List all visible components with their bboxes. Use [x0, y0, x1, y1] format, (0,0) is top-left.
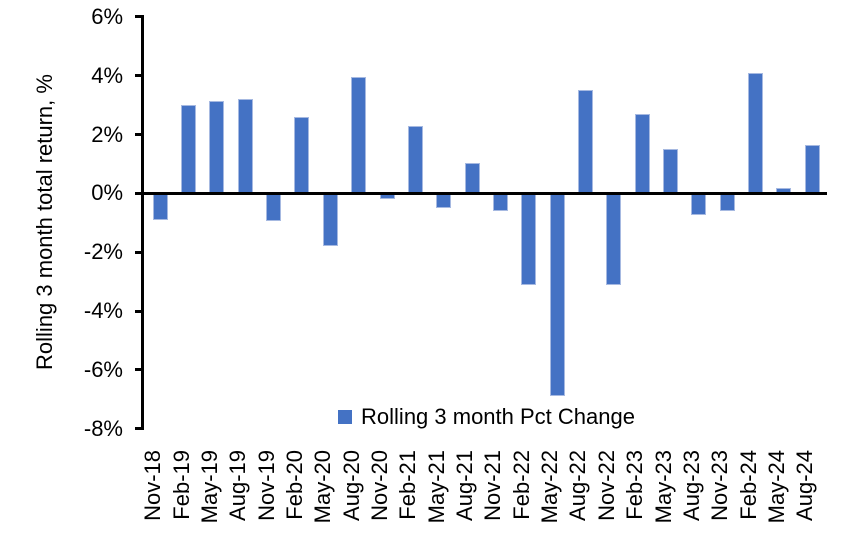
bar	[294, 116, 310, 194]
x-tick-label: Aug-19	[225, 450, 251, 521]
x-tick-label: Nov-18	[140, 450, 166, 521]
x-tick-label: Nov-20	[367, 450, 392, 521]
bar	[663, 149, 679, 194]
y-axis-tick	[134, 309, 144, 313]
x-tick-label: Feb-19	[168, 450, 194, 520]
y-tick-label: -2%	[83, 239, 123, 265]
bar	[719, 193, 735, 212]
x-tick-label: Feb-24	[735, 450, 761, 520]
bar	[436, 193, 452, 209]
y-axis-tick	[134, 74, 144, 78]
y-axis-tick	[134, 368, 144, 372]
y-axis-line	[140, 15, 144, 431]
legend: Rolling 3 month Pct Change	[146, 403, 827, 431]
y-axis-tick	[134, 191, 144, 195]
x-tick-label: May-20	[310, 450, 336, 524]
bar	[691, 193, 707, 216]
bar	[407, 125, 423, 194]
x-tick-label: Feb-22	[508, 450, 534, 520]
bar	[549, 193, 565, 397]
x-tick-label: May-24	[763, 450, 789, 524]
x-tick-label: Aug-22	[565, 450, 591, 521]
bar	[266, 193, 282, 222]
x-tick-label: May-19	[196, 450, 222, 524]
y-tick-label: -4%	[83, 298, 123, 324]
y-tick-label: 0%	[91, 180, 123, 206]
bar	[464, 162, 480, 194]
x-tick-label: May-23	[650, 450, 676, 524]
x-tick-label: Nov-21	[480, 450, 506, 521]
x-tick-label: Aug-21	[452, 450, 478, 521]
bar	[577, 90, 593, 194]
y-axis-title: Rolling 3 month total return, %	[32, 74, 57, 370]
x-tick-label: May-21	[423, 450, 449, 524]
x-tick-label: Feb-21	[395, 450, 421, 520]
y-tick-label: 2%	[91, 121, 123, 147]
bar	[209, 100, 225, 194]
x-tick-label: Nov-22	[593, 450, 619, 521]
bar	[237, 99, 253, 194]
x-tick-label: May-22	[537, 450, 563, 524]
y-axis-tick	[134, 133, 144, 137]
bar	[492, 193, 508, 212]
legend-label: Rolling 3 month Pct Change	[361, 404, 635, 429]
bar	[521, 193, 537, 285]
x-tick-label: Feb-23	[622, 450, 648, 520]
x-tick-label: Nov-23	[707, 450, 733, 521]
zero-baseline	[140, 191, 827, 195]
y-tick-label: -6%	[83, 356, 123, 382]
y-tick-label: 4%	[91, 62, 123, 88]
x-tick-label: Aug-23	[678, 450, 704, 521]
bar	[634, 113, 650, 194]
y-tick-label: -8%	[83, 415, 123, 441]
bar	[322, 193, 338, 247]
bar	[804, 144, 820, 194]
bar	[181, 105, 197, 194]
x-tick-label: Nov-19	[253, 450, 279, 521]
bar	[351, 77, 367, 194]
y-axis-tick	[134, 427, 144, 431]
y-tick-label: 6%	[91, 3, 123, 29]
x-tick-label: Aug-20	[338, 450, 364, 521]
bar	[152, 193, 168, 220]
bar	[748, 72, 764, 194]
x-tick-label: Feb-20	[281, 450, 307, 520]
y-axis-tick	[134, 250, 144, 254]
bar	[606, 193, 622, 285]
y-axis-tick	[134, 15, 144, 19]
x-tick-label: Aug-24	[792, 450, 818, 521]
legend-swatch-icon	[338, 410, 353, 424]
